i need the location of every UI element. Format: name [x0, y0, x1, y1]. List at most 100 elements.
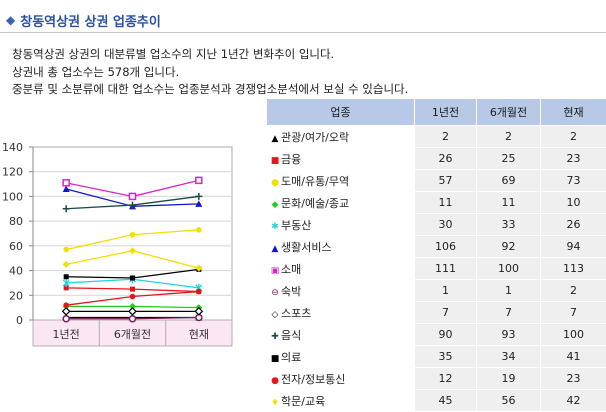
category-name: 스포츠 [281, 307, 311, 320]
value-6-months-ago: 1 [477, 280, 541, 302]
category-name: 금융 [281, 153, 301, 166]
value-6-months-ago: 69 [477, 170, 541, 192]
value-1-year-ago: 7 [415, 302, 477, 324]
value-current: 7 [541, 302, 606, 324]
value-current: 42 [541, 390, 606, 412]
y-tick-label: 60 [9, 240, 23, 253]
x-tick-label: 현재 [189, 328, 209, 341]
table-header-row: 업종 1년전 6개월전 현재 [267, 99, 606, 126]
data-point [63, 247, 69, 253]
category-cell: ■의료 [267, 346, 415, 368]
category-name: 학문/교육 [281, 395, 325, 408]
series-marker-icon: ▲ [269, 134, 281, 144]
value-6-months-ago: 19 [477, 368, 541, 390]
category-name: 음식 [281, 329, 301, 342]
series-marker-icon: ✱ [269, 222, 281, 232]
value-6-months-ago: 34 [477, 346, 541, 368]
value-6-months-ago: 2 [477, 126, 541, 148]
value-1-year-ago: 1 [415, 280, 477, 302]
category-cell: ✱부동산 [267, 214, 415, 236]
value-current: 23 [541, 368, 606, 390]
category-cell: ◆문화/예술/종교 [267, 192, 415, 214]
category-name: 관광/여가/오락 [281, 131, 349, 144]
y-tick-label: 100 [2, 190, 23, 203]
data-point [196, 289, 202, 295]
diamond-bullet-icon: ◆ [6, 13, 15, 27]
data-point [196, 227, 202, 233]
category-name: 숙박 [281, 285, 301, 298]
value-6-months-ago: 56 [477, 390, 541, 412]
value-current: 73 [541, 170, 606, 192]
series-marker-icon: ■ [269, 156, 281, 166]
section-title: ◆ 창동역상권 상권 업종추이 [6, 9, 161, 31]
data-point [130, 193, 136, 199]
category-name: 소매 [281, 263, 301, 276]
value-current: 2 [541, 280, 606, 302]
value-1-year-ago: 2 [415, 126, 477, 148]
value-1-year-ago: 26 [415, 148, 477, 170]
data-point [130, 316, 136, 322]
section-title-text: 창동역상권 상권 업종추이 [20, 11, 161, 30]
description-line-2: 상권내 총 업소수는 578개 입니다. [12, 64, 179, 80]
header-current: 현재 [541, 99, 606, 126]
y-tick-label: 20 [9, 289, 23, 302]
series-marker-icon: ✚ [269, 332, 281, 342]
x-tick-label: 1년전 [53, 328, 80, 341]
series-marker-icon: ▣ [269, 266, 281, 276]
value-current: 26 [541, 214, 606, 236]
data-point [196, 177, 202, 183]
value-6-months-ago: 7 [477, 302, 541, 324]
value-current: 113 [541, 258, 606, 280]
value-current: 100 [541, 324, 606, 346]
series-marker-icon: ● [269, 178, 281, 188]
value-current: 94 [541, 236, 606, 258]
value-6-months-ago: 11 [477, 192, 541, 214]
data-point [130, 287, 135, 292]
value-1-year-ago: 30 [415, 214, 477, 236]
value-1-year-ago: 90 [415, 324, 477, 346]
value-6-months-ago: 25 [477, 148, 541, 170]
series-marker-icon: ▲ [269, 244, 281, 254]
title-divider [0, 32, 606, 33]
data-point [63, 316, 69, 322]
series-marker-icon: ♦ [269, 398, 281, 408]
category-cell: ▲관광/여가/오락 [267, 126, 415, 148]
category-name: 도매/유통/무역 [281, 175, 349, 188]
value-6-months-ago: 92 [477, 236, 541, 258]
header-category: 업종 [267, 99, 415, 126]
category-cell: ▣소매 [267, 258, 415, 280]
value-6-months-ago: 100 [477, 258, 541, 280]
value-1-year-ago: 111 [415, 258, 477, 280]
category-name: 전자/정보통신 [281, 373, 345, 386]
header-6-months-ago: 6개월전 [477, 99, 541, 126]
header-1-year-ago: 1년전 [415, 99, 477, 126]
value-1-year-ago: 35 [415, 346, 477, 368]
data-point [130, 275, 135, 280]
value-1-year-ago: 57 [415, 170, 477, 192]
value-1-year-ago: 106 [415, 236, 477, 258]
data-point [130, 294, 136, 300]
data-point [130, 232, 136, 238]
value-6-months-ago: 93 [477, 324, 541, 346]
value-current: 2 [541, 126, 606, 148]
y-tick-label: 0 [16, 314, 23, 327]
value-1-year-ago: 45 [415, 390, 477, 412]
description-line-1: 창동역상권 상권의 대분류별 업소수의 지난 1년간 변화추이 입니다. [12, 46, 334, 62]
series-marker-icon: ● [269, 376, 281, 386]
category-cell: ●전자/정보통신 [267, 368, 415, 390]
category-name: 의료 [281, 351, 301, 364]
category-cell: ♦학문/교육 [267, 390, 415, 412]
